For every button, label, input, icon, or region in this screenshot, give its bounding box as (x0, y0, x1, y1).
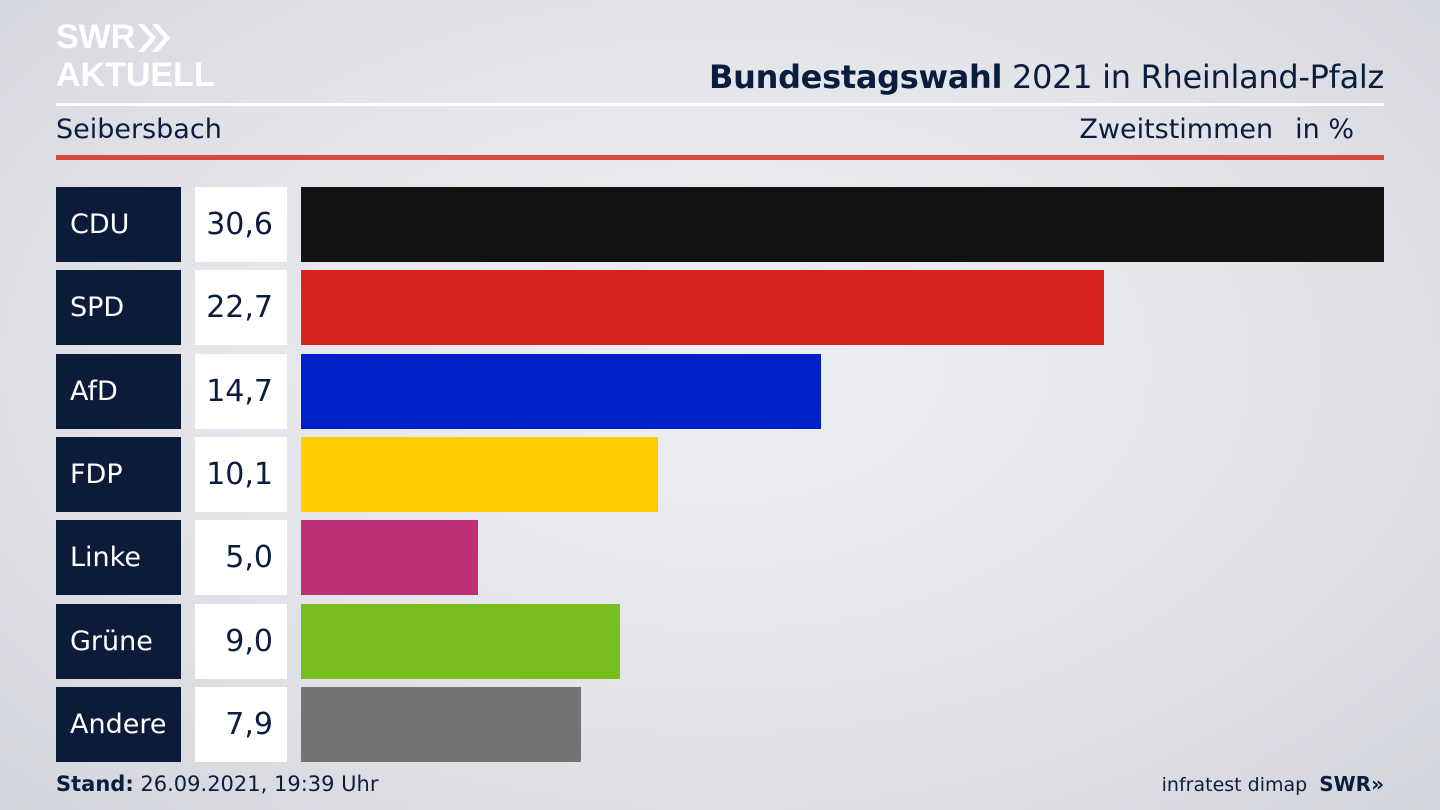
chart-row: SPD 22,7 (56, 270, 1384, 345)
stand-value: 26.09.2021, 19:39 Uhr (133, 772, 379, 796)
swr-aktuell-logo: SWR AKTUELL (56, 18, 215, 90)
chart-row: Grüne 9,0 (56, 604, 1384, 679)
value-label: 5,0 (195, 520, 287, 595)
value-label: 14,7 (195, 354, 287, 429)
party-label: Andere (56, 687, 181, 762)
party-label: CDU (56, 187, 181, 262)
bar (301, 354, 821, 429)
chart-row: FDP 10,1 (56, 437, 1384, 512)
value-label: 10,1 (195, 437, 287, 512)
value-label: 30,6 (195, 187, 287, 262)
value-label: 9,0 (195, 604, 287, 679)
logo-chevrons-icon (138, 24, 170, 52)
value-label: 22,7 (195, 270, 287, 345)
bar (301, 687, 581, 762)
party-label: AfD (56, 354, 181, 429)
bar (301, 520, 478, 595)
value-label: 7,9 (195, 687, 287, 762)
bar (301, 437, 658, 512)
chart-title: Bundestagswahl 2021 in Rheinland-Pfalz (709, 58, 1384, 96)
chart-row: CDU 30,6 (56, 187, 1384, 262)
party-label: SPD (56, 270, 181, 345)
chart-row: Andere 7,9 (56, 687, 1384, 762)
location-label: Seibersbach (56, 114, 222, 145)
source-label: infratest dimap (1161, 774, 1308, 796)
logo-text-aktuell: AKTUELL (56, 56, 215, 90)
party-label: FDP (56, 437, 181, 512)
swr-brand-logo: SWR» (1319, 772, 1384, 796)
chart-row: Linke 5,0 (56, 520, 1384, 595)
party-label: Linke (56, 520, 181, 595)
stand-label: Stand: (56, 772, 134, 796)
header-divider (56, 103, 1384, 106)
bar (301, 604, 620, 679)
metric-label: Zweitstimmen in % (1079, 114, 1354, 145)
bar (301, 187, 1384, 262)
accent-divider (56, 155, 1384, 160)
bar (301, 270, 1104, 345)
timestamp: Stand: 26.09.2021, 19:39 Uhr (56, 772, 379, 796)
party-label: Grüne (56, 604, 181, 679)
unit-label: in % (1295, 114, 1354, 145)
source-credit: infratest dimap SWR» (1162, 772, 1384, 796)
metric-name: Zweitstimmen (1079, 114, 1274, 145)
title-bold: Bundestagswahl (709, 58, 1003, 96)
logo-text-swr: SWR (56, 18, 135, 56)
title-rest: 2021 in Rheinland-Pfalz (1002, 58, 1384, 96)
chart-row: AfD 14,7 (56, 354, 1384, 429)
